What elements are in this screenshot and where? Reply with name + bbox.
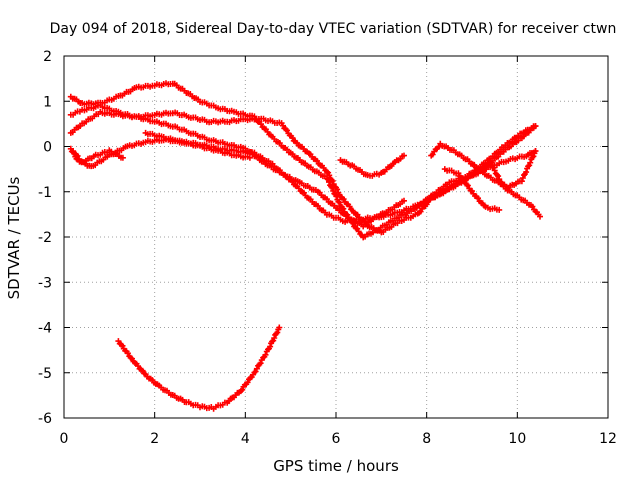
series-arc-K bbox=[115, 324, 283, 412]
series-markers bbox=[441, 166, 503, 213]
series-arc-G bbox=[337, 152, 407, 179]
y-axis-label: SDTVAR / TECUs bbox=[5, 176, 23, 299]
y-tick-label: 2 bbox=[43, 49, 52, 65]
x-tick-label: 0 bbox=[60, 431, 69, 447]
y-tick-label: -6 bbox=[38, 411, 52, 427]
y-tick-label: -4 bbox=[38, 321, 52, 337]
series-arc-A bbox=[67, 108, 539, 236]
x-axis-label: GPS time / hours bbox=[273, 457, 399, 475]
x-tick-label: 8 bbox=[422, 431, 431, 447]
x-tick-label: 4 bbox=[241, 431, 250, 447]
series-arc-J bbox=[441, 166, 503, 213]
x-tick-label: 2 bbox=[150, 431, 159, 447]
series-arc-E bbox=[70, 147, 126, 166]
x-tick-label: 10 bbox=[508, 431, 526, 447]
y-tick-label: -1 bbox=[38, 185, 52, 201]
series-markers bbox=[67, 108, 539, 236]
x-tick-label: 12 bbox=[599, 431, 617, 447]
y-tick-label: 0 bbox=[43, 140, 52, 156]
x-tick-label: 6 bbox=[332, 431, 341, 447]
series-arc-C bbox=[67, 102, 407, 230]
y-tick-label: 1 bbox=[43, 94, 52, 110]
series-markers bbox=[67, 102, 407, 230]
series-markers bbox=[70, 147, 126, 166]
y-tick-label: -3 bbox=[38, 275, 52, 291]
y-tick-label: -5 bbox=[38, 366, 52, 382]
grid bbox=[64, 56, 608, 418]
series-markers bbox=[337, 152, 407, 179]
y-tick-label: -2 bbox=[38, 230, 52, 246]
chart-title: Day 094 of 2018, Sidereal Day-to-day VTE… bbox=[50, 21, 617, 37]
series-arc-F bbox=[142, 129, 253, 161]
series-markers bbox=[473, 158, 543, 220]
series-arc-I bbox=[473, 158, 543, 220]
data-series bbox=[67, 80, 543, 412]
series-markers bbox=[142, 129, 253, 161]
series-markers bbox=[115, 324, 283, 412]
